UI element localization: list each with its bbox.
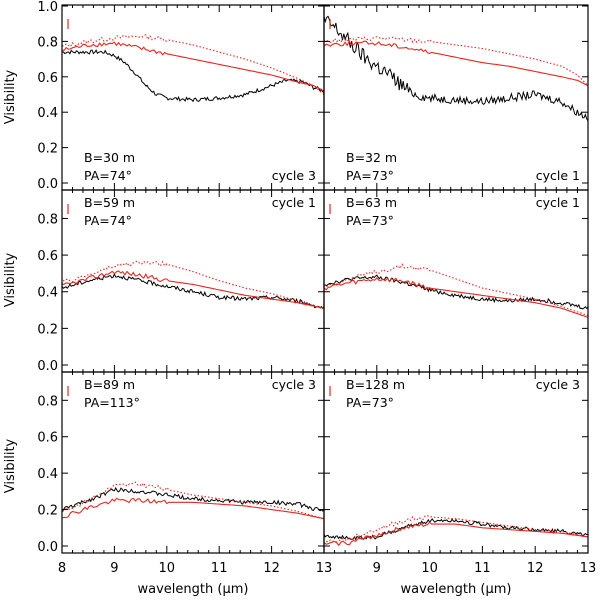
- y-tick-label: 0.4: [37, 106, 58, 121]
- y-tick-label: 0.0: [37, 177, 58, 192]
- baseline-label: B=32 m: [346, 150, 397, 165]
- x-tick-label: 12: [527, 561, 544, 576]
- y-tick-label: 0.6: [37, 249, 58, 264]
- panel-4-series-model-dotted: [324, 263, 588, 317]
- x-tick-label: 9: [373, 561, 381, 576]
- x-tick-label: 10: [159, 561, 176, 576]
- cycle-label: cycle 1: [536, 195, 580, 210]
- panel-5: 0.0 0.2 0.4 0.6 0.8 B=89 m PA=113° cycle 3: [37, 371, 325, 555]
- position-angle-label: PA=74°: [84, 168, 132, 183]
- panel-3: 0.0 0.2 0.4 0.6 0.8 B=59 m PA=74° cycle 1: [37, 189, 325, 374]
- panel-1-series-model-dotted: [62, 33, 324, 95]
- panel-5-series-model-dotted: [62, 481, 324, 520]
- baseline-label: B=59 m: [84, 195, 135, 210]
- panel-3-series-model-dotted: [62, 260, 324, 309]
- x-tick-label: 11: [474, 561, 491, 576]
- y-tick-label: 0.6: [37, 431, 58, 446]
- panel-1-series-model-solid: [62, 41, 324, 92]
- panel-1-series-observed: [62, 49, 324, 103]
- x-tick-label: 11: [211, 561, 228, 576]
- position-angle-label: PA=113°: [84, 395, 140, 410]
- y-axis-label-row-1: Visibility: [3, 69, 18, 124]
- baseline-label: B=128 m: [346, 377, 405, 392]
- panel-6-series-model-solid: [324, 521, 588, 547]
- y-tick-label: 1.0: [37, 0, 58, 15]
- panel-3-series-model-solid: [62, 270, 324, 309]
- panel-4-series-model-solid: [324, 277, 588, 318]
- baseline-label: B=30 m: [84, 150, 135, 165]
- y-tick-label: 0.8: [37, 35, 58, 50]
- cycle-label: cycle 3: [272, 377, 316, 392]
- y-tick-label: 0.4: [37, 286, 58, 301]
- y-tick-label: 0.4: [37, 467, 58, 482]
- y-tick-label: 0.2: [37, 142, 58, 157]
- x-axis-label-left: wavelength (μm): [138, 582, 249, 597]
- x-tick-label: 13: [316, 561, 333, 576]
- baseline-label: B=63 m: [346, 195, 397, 210]
- position-angle-label: PA=73°: [346, 395, 394, 410]
- cycle-label: cycle 1: [272, 195, 316, 210]
- panel-2-series-observed: [324, 15, 588, 122]
- panel-2-series-model-dotted: [324, 36, 588, 86]
- y-tick-label: 0.2: [37, 504, 58, 519]
- x-tick-label: 8: [58, 561, 66, 576]
- position-angle-label: PA=73°: [346, 213, 394, 228]
- y-axis-label-row-2: Visibility: [3, 252, 18, 307]
- y-tick-label: 0.8: [37, 394, 58, 409]
- panel-1: 0.0 0.2 0.4 0.6 0.8 1.0 B=30 m PA=74° cycle 3: [37, 0, 325, 192]
- panel-5-series-model-solid: [62, 497, 324, 520]
- y-tick-label: 0.8: [37, 212, 58, 227]
- position-angle-label: PA=74°: [84, 213, 132, 228]
- x-tick-label: 9: [110, 561, 118, 576]
- panel-2: B=32 m PA=73° cycle 1: [323, 4, 589, 191]
- y-axis-label-row-3: Visibility: [3, 438, 18, 493]
- x-tick-label: 10: [421, 561, 438, 576]
- x-axis-label-right: wavelength (μm): [401, 582, 512, 597]
- panel-5-series-observed: [62, 486, 324, 512]
- panel-4: B=63 m PA=73° cycle 1: [323, 189, 589, 373]
- y-tick-label: 0.6: [37, 71, 58, 86]
- panel-6-series-model-dotted: [324, 514, 588, 545]
- panel-3-series-observed: [62, 272, 324, 310]
- panel-5-plot: [62, 481, 324, 520]
- panel-frame: [323, 371, 589, 554]
- x-tick-labels: 8 9 10 11 12 13 9 10 11 12 13: [58, 561, 596, 576]
- cycle-label: cycle 1: [536, 168, 580, 183]
- y-tick-label: 0.0: [37, 359, 58, 374]
- panel-6-series-observed: [324, 518, 588, 541]
- y-tick-label: 0.2: [37, 322, 58, 337]
- panel-6-plot: [324, 514, 588, 547]
- y-tick-label: 0.0: [37, 540, 58, 555]
- panel-3-plot: [62, 260, 324, 310]
- panel-4-plot: [324, 263, 588, 318]
- panel-6: B=128 m PA=73° cycle 3: [323, 371, 589, 554]
- cycle-label: cycle 3: [272, 168, 316, 183]
- x-tick-label: 13: [580, 561, 597, 576]
- x-tick-label: 12: [263, 561, 280, 576]
- cycle-label: cycle 3: [536, 377, 580, 392]
- baseline-label: B=89 m: [84, 377, 135, 392]
- panel-grid: 0.0 0.2 0.4 0.6 0.8 1.0 B=30 m PA=74° cycle 3 B=3…: [37, 0, 589, 555]
- position-angle-label: PA=73°: [346, 168, 394, 183]
- panel-2-series-model-solid: [324, 39, 588, 87]
- panel-4-series-observed: [324, 274, 588, 310]
- panel-2-plot: [324, 15, 588, 122]
- panel-1-plot: [62, 33, 324, 103]
